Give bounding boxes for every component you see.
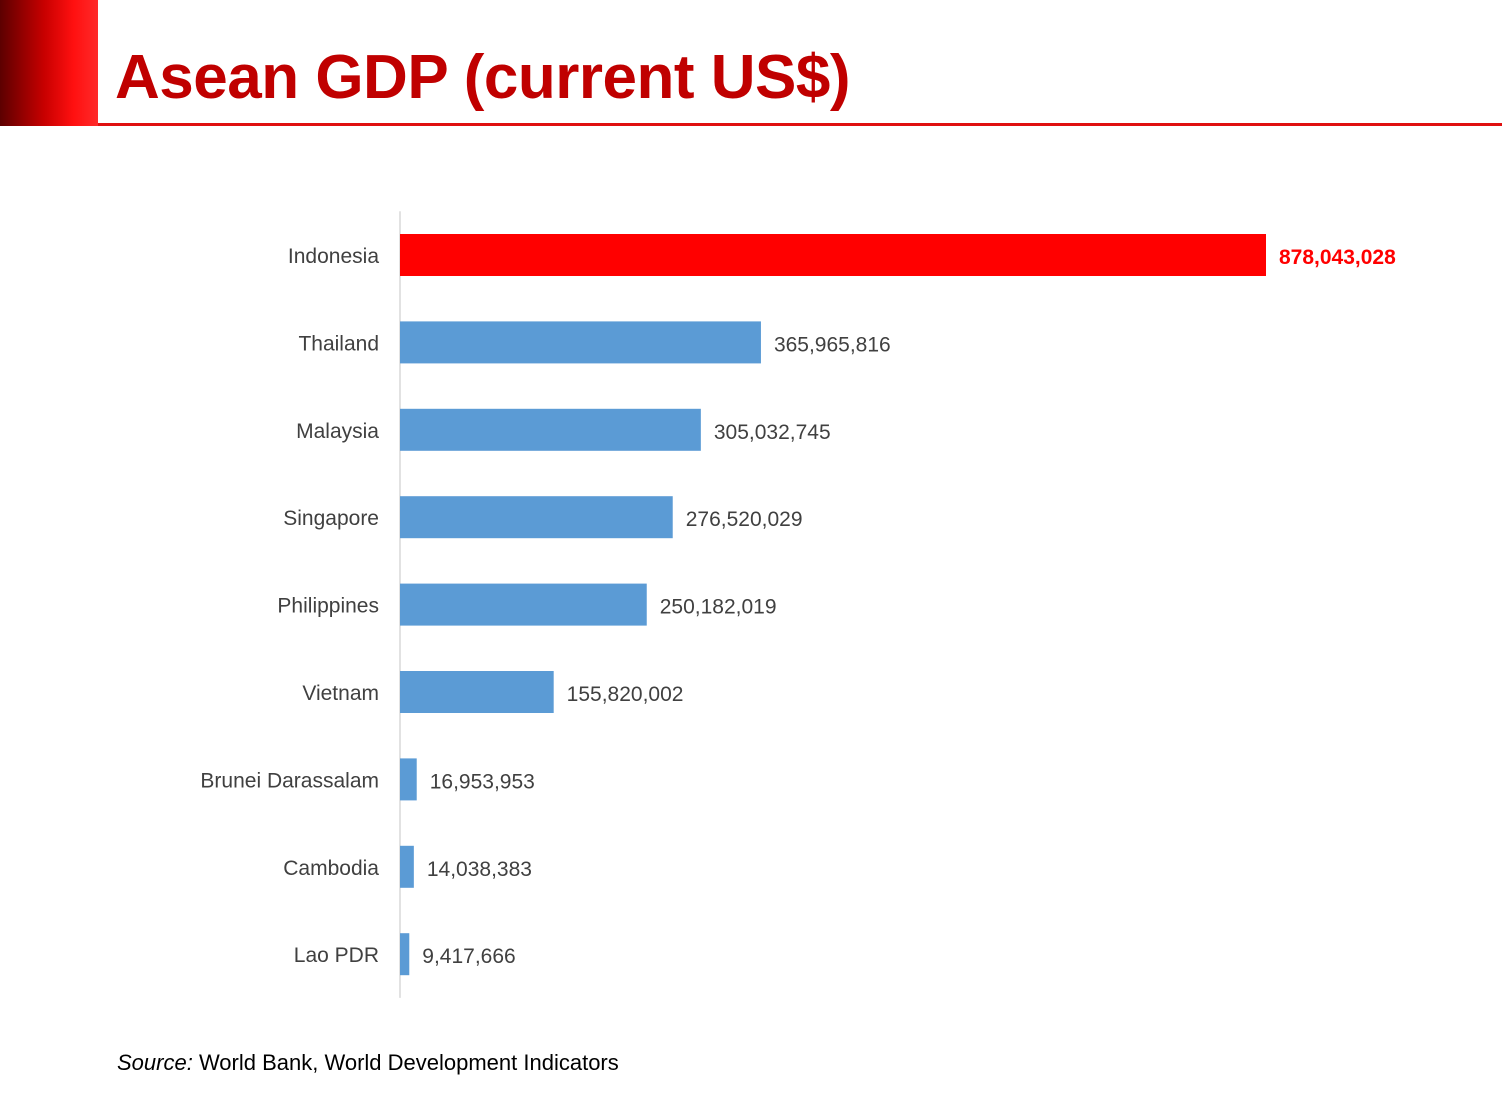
category-label: Thailand xyxy=(298,332,379,355)
data-label: 305,032,745 xyxy=(714,421,831,444)
category-label: Indonesia xyxy=(288,245,379,268)
bar xyxy=(400,496,673,539)
category-label: Brunei Darassalam xyxy=(200,769,379,792)
data-label: 365,965,816 xyxy=(774,333,891,356)
bar xyxy=(400,845,414,888)
source-label: Source: xyxy=(117,1050,193,1075)
data-label: 155,820,002 xyxy=(567,683,684,706)
category-label: Philippines xyxy=(277,595,379,618)
category-label: Singapore xyxy=(283,507,379,530)
bar xyxy=(400,933,410,976)
title-accent-block xyxy=(0,0,98,126)
bar-highlight xyxy=(400,234,1266,276)
category-label: Vietnam xyxy=(302,682,379,705)
category-label: Lao PDR xyxy=(294,944,379,967)
data-label: 16,953,953 xyxy=(430,770,535,793)
data-label: 9,417,666 xyxy=(422,945,515,968)
bar xyxy=(400,671,554,713)
data-label: 878,043,028 xyxy=(1279,246,1396,269)
slide-title: Asean GDP (current US$) xyxy=(115,43,851,112)
category-label: Cambodia xyxy=(283,857,379,880)
category-label: Malaysia xyxy=(296,420,379,443)
data-label: 276,520,029 xyxy=(686,508,803,531)
bar xyxy=(400,321,761,364)
data-label: 14,038,383 xyxy=(427,858,532,881)
bar xyxy=(400,583,647,626)
bar xyxy=(400,408,701,451)
source-note: Source: World Bank, World Development In… xyxy=(117,1050,619,1076)
title-underline xyxy=(98,123,1502,126)
data-label: 250,182,019 xyxy=(660,596,777,619)
source-text: World Bank, World Development Indicators xyxy=(192,1050,619,1075)
bar xyxy=(400,758,417,801)
